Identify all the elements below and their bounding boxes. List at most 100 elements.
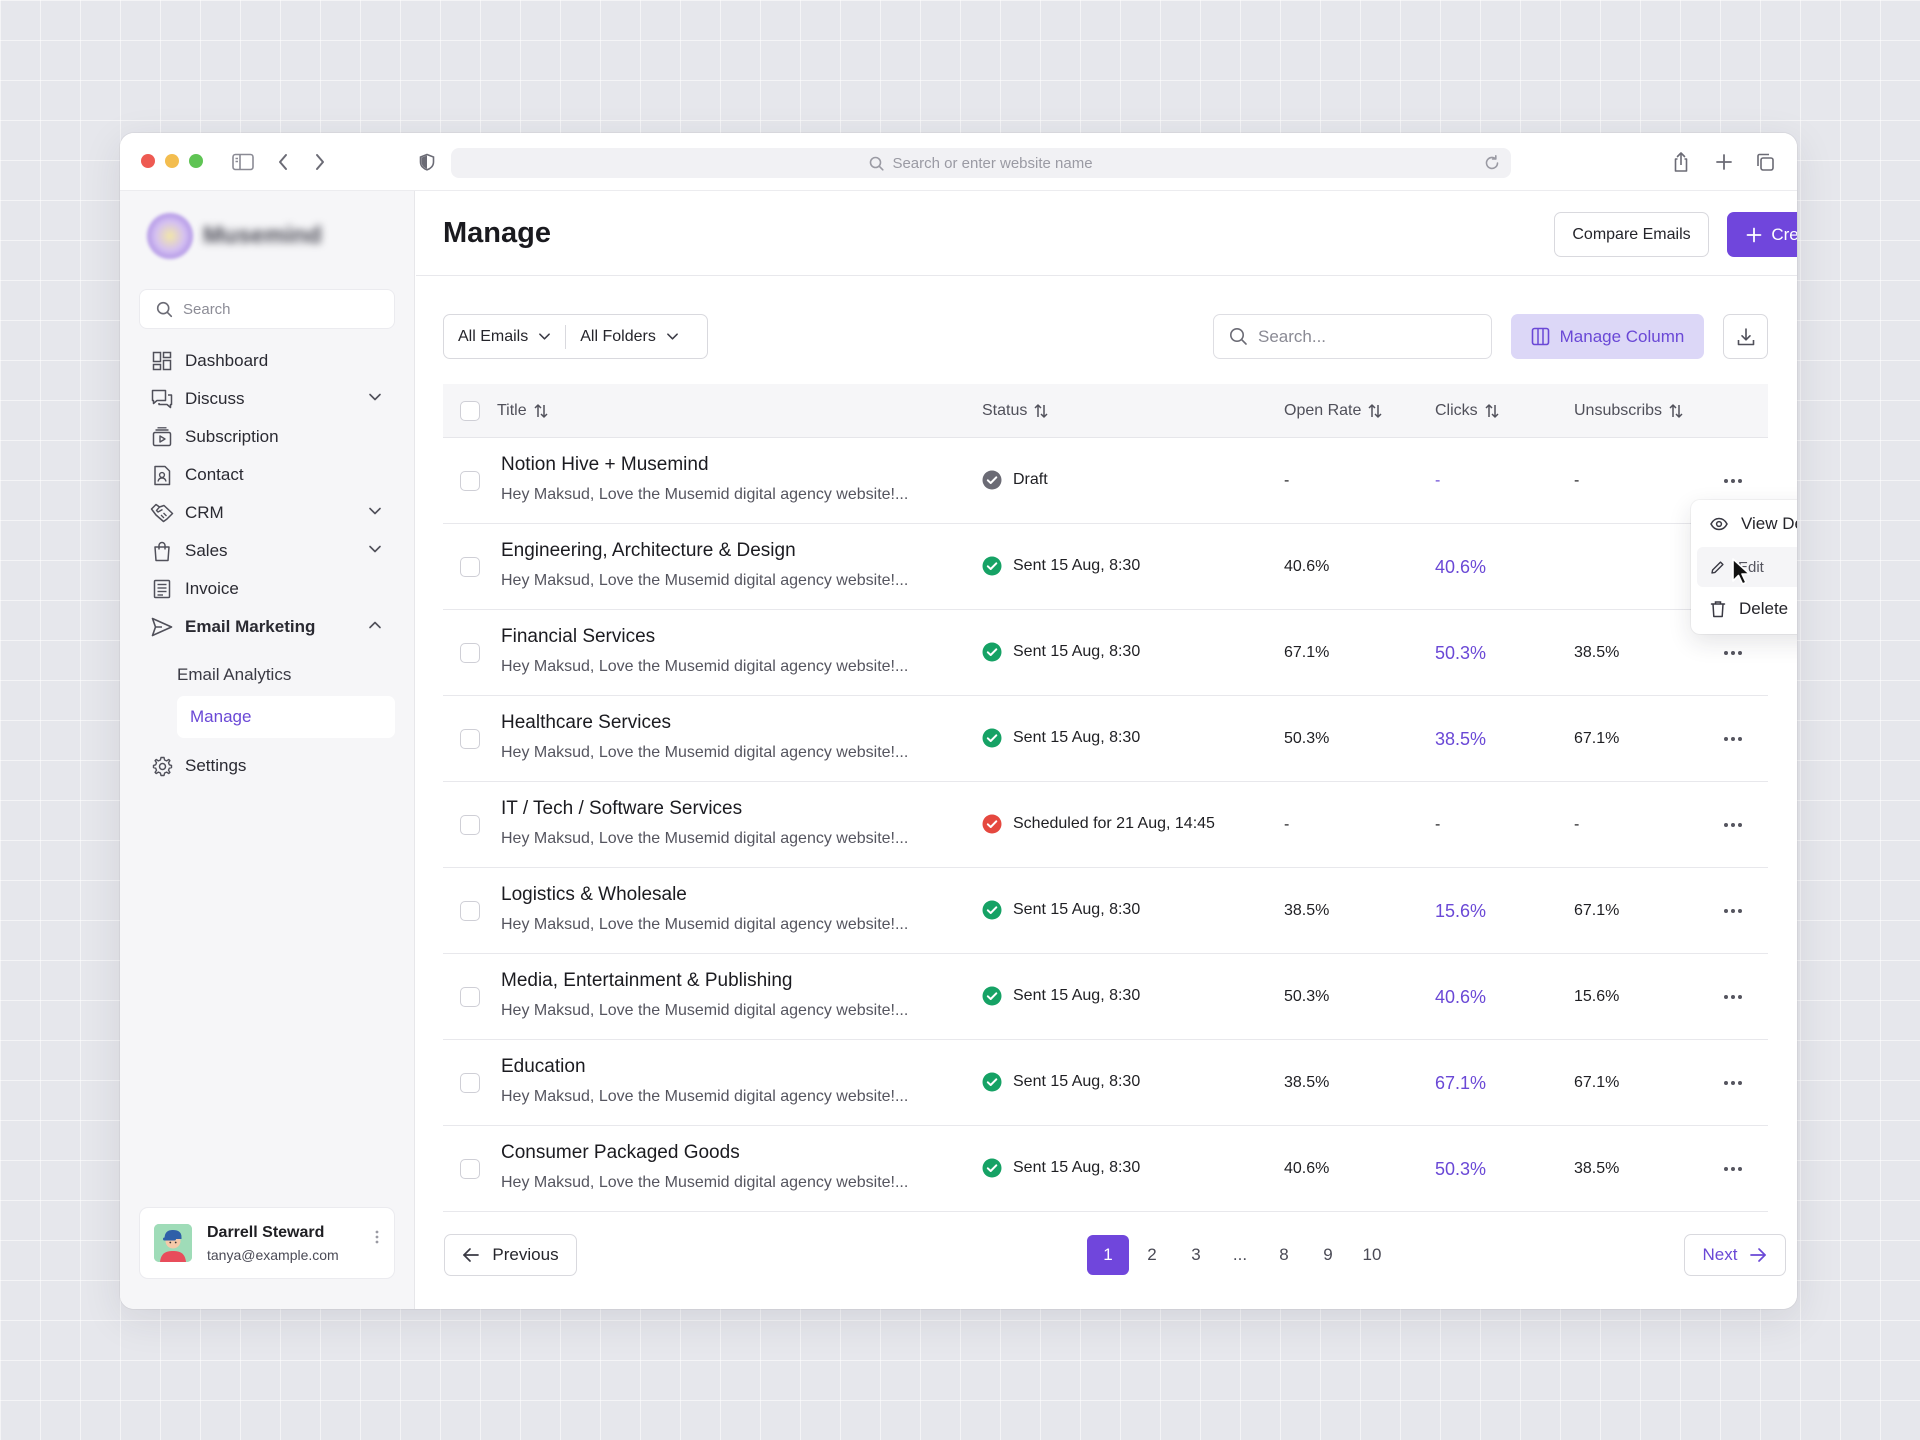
sidebar-item-crm[interactable]: CRM (150, 498, 382, 528)
page-number-button[interactable]: 1 (1087, 1235, 1129, 1275)
table-row[interactable]: Notion Hive + Musemind Hey Maksud, Love t… (443, 438, 1768, 524)
more-vertical-icon[interactable] (374, 1228, 380, 1251)
table-row[interactable]: Education Hey Maksud, Love the Musemid di… (443, 1040, 1768, 1126)
edit-menu-item[interactable]: Edit (1697, 547, 1797, 587)
view-details-menu-item[interactable]: View Details (1697, 504, 1797, 544)
more-horizontal-icon[interactable] (1720, 1073, 1746, 1093)
more-horizontal-icon[interactable] (1720, 1159, 1746, 1179)
email-title[interactable]: IT / Tech / Software Services (501, 798, 743, 819)
open-rate-cell: 38.5% (1284, 902, 1330, 919)
reload-icon[interactable] (1483, 154, 1501, 176)
page-number-button[interactable]: 3 (1191, 1245, 1201, 1264)
table-row[interactable]: Logistics & Wholesale Hey Maksud, Love th… (443, 868, 1768, 954)
more-horizontal-icon[interactable] (1720, 643, 1746, 663)
brand[interactable]: Musemind (147, 213, 322, 259)
scheduled-check-icon (982, 814, 1002, 834)
more-horizontal-icon[interactable] (1720, 987, 1746, 1007)
more-horizontal-icon[interactable] (1720, 815, 1746, 835)
page-number-button[interactable]: 8 (1279, 1245, 1289, 1264)
sidebar-item-email-marketing[interactable]: Email Marketing (150, 612, 382, 642)
all-emails-dropdown[interactable]: All Emails (444, 315, 565, 358)
column-open-rate[interactable]: Open Rate (1284, 384, 1383, 438)
more-horizontal-icon[interactable] (1720, 901, 1746, 921)
all-folders-dropdown[interactable]: All Folders (566, 315, 693, 358)
email-title[interactable]: Healthcare Services (501, 712, 672, 733)
close-window-button[interactable] (141, 154, 155, 168)
table-row[interactable]: Financial Services Hey Maksud, Love the M… (443, 610, 1768, 696)
page-number-button[interactable]: 10 (1362, 1245, 1382, 1264)
row-checkbox[interactable] (460, 815, 480, 835)
next-page-button[interactable]: Next (1684, 1234, 1786, 1276)
new-tab-icon[interactable] (1711, 149, 1737, 175)
share-icon[interactable] (1668, 149, 1694, 175)
email-title[interactable]: Logistics & Wholesale (501, 884, 687, 905)
delete-menu-item[interactable]: Delete (1697, 589, 1797, 629)
sidebar-item-contact[interactable]: Contact (150, 460, 382, 490)
user-name: Darrell Steward (207, 1224, 325, 1241)
row-checkbox[interactable] (460, 1073, 480, 1093)
column-unsubscribes[interactable]: Unsubscribs (1574, 384, 1684, 438)
sidebar-item-subscription[interactable]: Subscription (150, 422, 382, 452)
check-circle-icon (982, 986, 1002, 1006)
minimize-window-button[interactable] (165, 154, 179, 168)
all-folders-label: All Folders (580, 327, 656, 345)
email-preview: Hey Maksud, Love the Musemid digital age… (501, 1174, 909, 1191)
table-row[interactable]: IT / Tech / Software Services Hey Maksud,… (443, 782, 1768, 868)
check-circle-icon (982, 642, 1002, 662)
sidebar-item-discuss[interactable]: Discuss (150, 384, 382, 414)
row-checkbox[interactable] (460, 987, 480, 1007)
column-title[interactable]: Title (497, 384, 549, 438)
table-row[interactable]: Engineering, Architecture & Design Hey Ma… (443, 524, 1768, 610)
forward-icon[interactable] (307, 149, 333, 175)
row-checkbox[interactable] (460, 643, 480, 663)
more-horizontal-icon[interactable] (1720, 471, 1746, 491)
page-number-button[interactable]: 9 (1323, 1245, 1333, 1264)
row-checkbox[interactable] (460, 901, 480, 921)
email-title[interactable]: Education (501, 1056, 586, 1077)
row-checkbox[interactable] (460, 471, 480, 491)
sidebar-subitem-manage[interactable]: Manage (177, 696, 395, 738)
manage-column-button[interactable]: Manage Column (1511, 314, 1704, 359)
sidebar-subitem-email-analytics[interactable]: Email Analytics (177, 660, 291, 690)
download-button[interactable] (1723, 314, 1768, 359)
email-title[interactable]: Media, Entertainment & Publishing (501, 970, 793, 991)
sidebar-item-settings[interactable]: Settings (150, 751, 382, 781)
email-title[interactable]: Consumer Packaged Goods (501, 1142, 740, 1163)
sidebar-item-dashboard[interactable]: Dashboard (150, 346, 382, 376)
column-clicks[interactable]: Clicks (1435, 384, 1500, 438)
status-text: Sent 15 Aug, 8:30 (1013, 987, 1141, 1004)
row-checkbox[interactable] (460, 1159, 480, 1179)
maximize-window-button[interactable] (189, 154, 203, 168)
back-icon[interactable] (270, 149, 296, 175)
columns-icon (1531, 327, 1560, 346)
more-horizontal-icon[interactable] (1720, 729, 1746, 749)
row-checkbox[interactable] (460, 729, 480, 749)
table-search-input[interactable]: Search... (1213, 314, 1492, 359)
sidebar-search-input[interactable]: Search (139, 289, 395, 329)
select-all-checkbox[interactable] (460, 384, 480, 438)
draft-check-icon (982, 470, 1002, 490)
privacy-shield-icon[interactable] (414, 149, 440, 175)
create-email-button[interactable]: Create Email (1727, 212, 1797, 257)
check-circle-icon (982, 1072, 1002, 1092)
table-row[interactable]: Media, Entertainment & Publishing Hey Mak… (443, 954, 1768, 1040)
sidebar-item-invoice[interactable]: Invoice (150, 574, 382, 604)
header-divider (416, 275, 1797, 276)
previous-page-button[interactable]: Previous (444, 1234, 577, 1276)
column-status[interactable]: Status (982, 384, 1049, 438)
table-row[interactable]: Consumer Packaged Goods Hey Maksud, Love … (443, 1126, 1768, 1212)
sort-icon (1662, 403, 1684, 419)
page-number-button[interactable]: 2 (1147, 1245, 1157, 1264)
user-profile-card[interactable]: Darrell Steward tanya@example.com (139, 1207, 395, 1279)
chevron-down-icon (656, 330, 679, 343)
address-bar[interactable]: Search or enter website name (451, 148, 1511, 178)
table-row[interactable]: Healthcare Services Hey Maksud, Love the … (443, 696, 1768, 782)
tab-overview-icon[interactable] (1752, 149, 1778, 175)
sidebar-toggle-icon[interactable] (230, 149, 256, 175)
row-checkbox[interactable] (460, 557, 480, 577)
sidebar-item-sales[interactable]: Sales (150, 536, 382, 566)
email-title[interactable]: Engineering, Architecture & Design (501, 540, 796, 561)
email-title[interactable]: Notion Hive + Musemind (501, 454, 709, 475)
email-title[interactable]: Financial Services (501, 626, 656, 647)
compare-emails-button[interactable]: Compare Emails (1554, 212, 1709, 257)
